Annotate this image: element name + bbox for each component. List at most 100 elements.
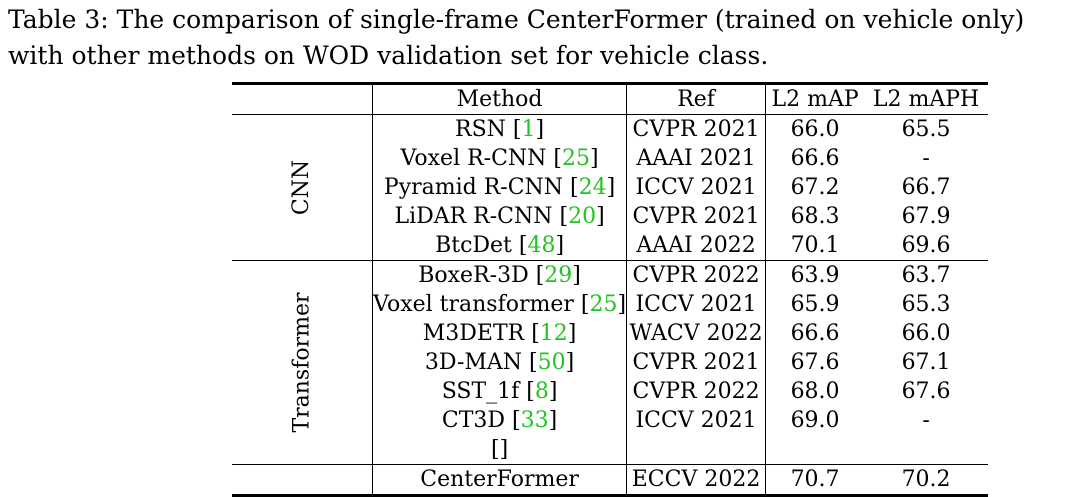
method-cell: []: [372, 435, 628, 465]
citation-link[interactable]: 20: [568, 204, 597, 229]
method-cell: LiDAR R-CNN [20]: [372, 202, 628, 231]
transformer-group: Transformer BoxeR-3D [29] CVPR 2022 63.9…: [232, 260, 988, 465]
ref-cell: AAAI 2022: [626, 231, 767, 261]
method-cell: BtcDet [48]: [372, 231, 628, 261]
l2-maph-cell: 65.3: [901, 292, 951, 317]
table-row: Voxel R-CNN [25] AAAI 2021 66.6 -: [232, 144, 988, 173]
citation-link[interactable]: 25: [562, 146, 591, 171]
ref-cell: CVPR 2022: [626, 377, 767, 406]
table-header: Method Ref L2 mAP L2 mAPH: [232, 83, 989, 115]
table-row: CT3D [33] ICCV 2021 69.0 -: [232, 406, 988, 435]
method-name: SST_1f: [441, 379, 520, 404]
ref-cell: CVPR 2022: [626, 260, 767, 290]
method-name: BtcDet: [435, 233, 512, 258]
l2-map-cell: 68.0: [790, 379, 840, 404]
header-method: Method: [372, 83, 628, 115]
l2-maph-cell: 67.1: [901, 350, 951, 375]
method-cell: Voxel R-CNN [25]: [372, 144, 628, 173]
l2-maph-cell: 70.2: [901, 467, 951, 492]
method-name: Voxel R-CNN: [400, 146, 547, 171]
l2-map-cell: 69.0: [790, 408, 840, 433]
citation-link[interactable]: 24: [578, 175, 607, 200]
method-name: Pyramid R-CNN: [383, 175, 564, 200]
method-cell: BoxeR-3D [29]: [372, 260, 628, 290]
method-name: BoxeR-3D: [418, 263, 529, 288]
method-cell: RSN [1]: [372, 114, 628, 144]
l2-map-cell: 66.6: [790, 146, 840, 171]
final-group: CenterFormer ECCV 2022 70.7 70.2: [232, 464, 989, 496]
citation-link[interactable]: 25: [589, 292, 618, 317]
l2-map-cell: 66.0: [790, 117, 840, 142]
l2-maph-cell: [864, 435, 988, 465]
l2-map-cell: 70.7: [790, 467, 840, 492]
l2-map-cell: 63.9: [790, 263, 840, 288]
table-caption: Table 3: The comparison of single-frame …: [8, 5, 1025, 70]
method-name: LiDAR R-CNN: [394, 204, 553, 229]
ref-cell: ICCV 2021: [626, 290, 767, 319]
table-row: []: [232, 435, 988, 465]
citation-link[interactable]: 50: [537, 350, 566, 375]
l2-map-cell: 65.9: [790, 292, 840, 317]
citation-link[interactable]: 33: [520, 408, 549, 433]
method-cell: Voxel transformer [25]: [372, 290, 628, 319]
l2-maph-cell: 63.7: [901, 263, 951, 288]
header-group-cell: [232, 83, 374, 115]
l2-map-cell: 66.6: [790, 321, 840, 346]
l2-maph-cell: 65.5: [901, 117, 951, 142]
cnn-group: CNN RSN [1] CVPR 2021 66.0 65.5 Voxel R-…: [232, 114, 989, 261]
centerformer-row: CenterFormer ECCV 2022 70.7 70.2: [232, 464, 989, 496]
comparison-table: Method Ref L2 mAP L2 mAPH CNN RSN [1] CV…: [232, 82, 989, 497]
table-row: 3D-MAN [50] CVPR 2021 67.6 67.1: [232, 348, 988, 377]
method-name: CT3D: [441, 408, 506, 433]
table-row: CNN RSN [1] CVPR 2021 66.0 65.5: [232, 114, 988, 261]
l2-map-cell: [766, 435, 865, 465]
final-group-cell: [232, 464, 374, 496]
l2-maph-cell: 66.0: [901, 321, 951, 346]
table-row: Voxel transformer [25] ICCV 2021 65.9 65…: [232, 290, 988, 319]
citation-link[interactable]: 1: [521, 117, 536, 142]
method-cell: 3D-MAN [50]: [372, 348, 628, 377]
method-name: CenterFormer: [372, 464, 628, 496]
l2-maph-cell: -: [922, 408, 930, 433]
ref-cell: [626, 435, 767, 465]
table-row: M3DETR [12] WACV 2022 66.6 66.0: [232, 319, 988, 348]
citation-link[interactable]: 12: [539, 321, 568, 346]
ref-cell: WACV 2022: [626, 319, 767, 348]
ref-cell: ECCV 2022: [626, 464, 767, 496]
ref-cell: CVPR 2021: [626, 114, 767, 144]
citation-link[interactable]: 8: [534, 379, 549, 404]
header-l2-maph: L2 mAPH: [872, 87, 980, 112]
citation-link[interactable]: 29: [544, 263, 573, 288]
method-name: RSN: [455, 117, 506, 142]
ref-cell: ICCV 2021: [626, 173, 767, 202]
l2-map-cell: 68.3: [790, 204, 840, 229]
l2-maph-cell: 69.6: [901, 233, 951, 258]
l2-map-cell: 67.2: [790, 175, 840, 200]
method-cell: CT3D [33]: [372, 406, 628, 435]
group-label-cell: Transformer: [232, 260, 374, 465]
method-cell: M3DETR [12]: [372, 319, 628, 348]
method-name: 3D-MAN: [424, 350, 523, 375]
table-row: SST_1f [8] CVPR 2022 68.0 67.6: [232, 377, 988, 406]
method-name: M3DETR: [422, 321, 525, 346]
ref-cell: ICCV 2021: [626, 406, 767, 435]
l2-maph-cell: -: [922, 146, 930, 171]
header-row: Method Ref L2 mAP L2 mAPH: [232, 83, 989, 115]
table-row: LiDAR R-CNN [20] CVPR 2021 68.3 67.9: [232, 202, 988, 231]
table-row: Transformer BoxeR-3D [29] CVPR 2022 63.9…: [232, 260, 988, 465]
l2-maph-cell: 66.7: [901, 175, 951, 200]
method-cell: Pyramid R-CNN [24]: [372, 173, 628, 202]
l2-maph-cell: 67.6: [901, 379, 951, 404]
ref-cell: CVPR 2021: [626, 202, 767, 231]
table-row: Pyramid R-CNN [24] ICCV 2021 67.2 66.7: [232, 173, 988, 202]
l2-maph-cell: 67.9: [901, 204, 951, 229]
citation-link[interactable]: 48: [527, 233, 556, 258]
header-l2-map: L2 mAP: [771, 87, 859, 112]
l2-map-cell: 67.6: [790, 350, 840, 375]
method-name: Voxel transformer: [373, 292, 574, 317]
group-label-transformer: Transformer: [289, 292, 315, 433]
table-row: BtcDet [48] AAAI 2022 70.1 69.6: [232, 231, 988, 261]
group-label-cell: CNN: [232, 114, 374, 261]
method-cell: SST_1f [8]: [372, 377, 628, 406]
ref-cell: AAAI 2021: [626, 144, 767, 173]
